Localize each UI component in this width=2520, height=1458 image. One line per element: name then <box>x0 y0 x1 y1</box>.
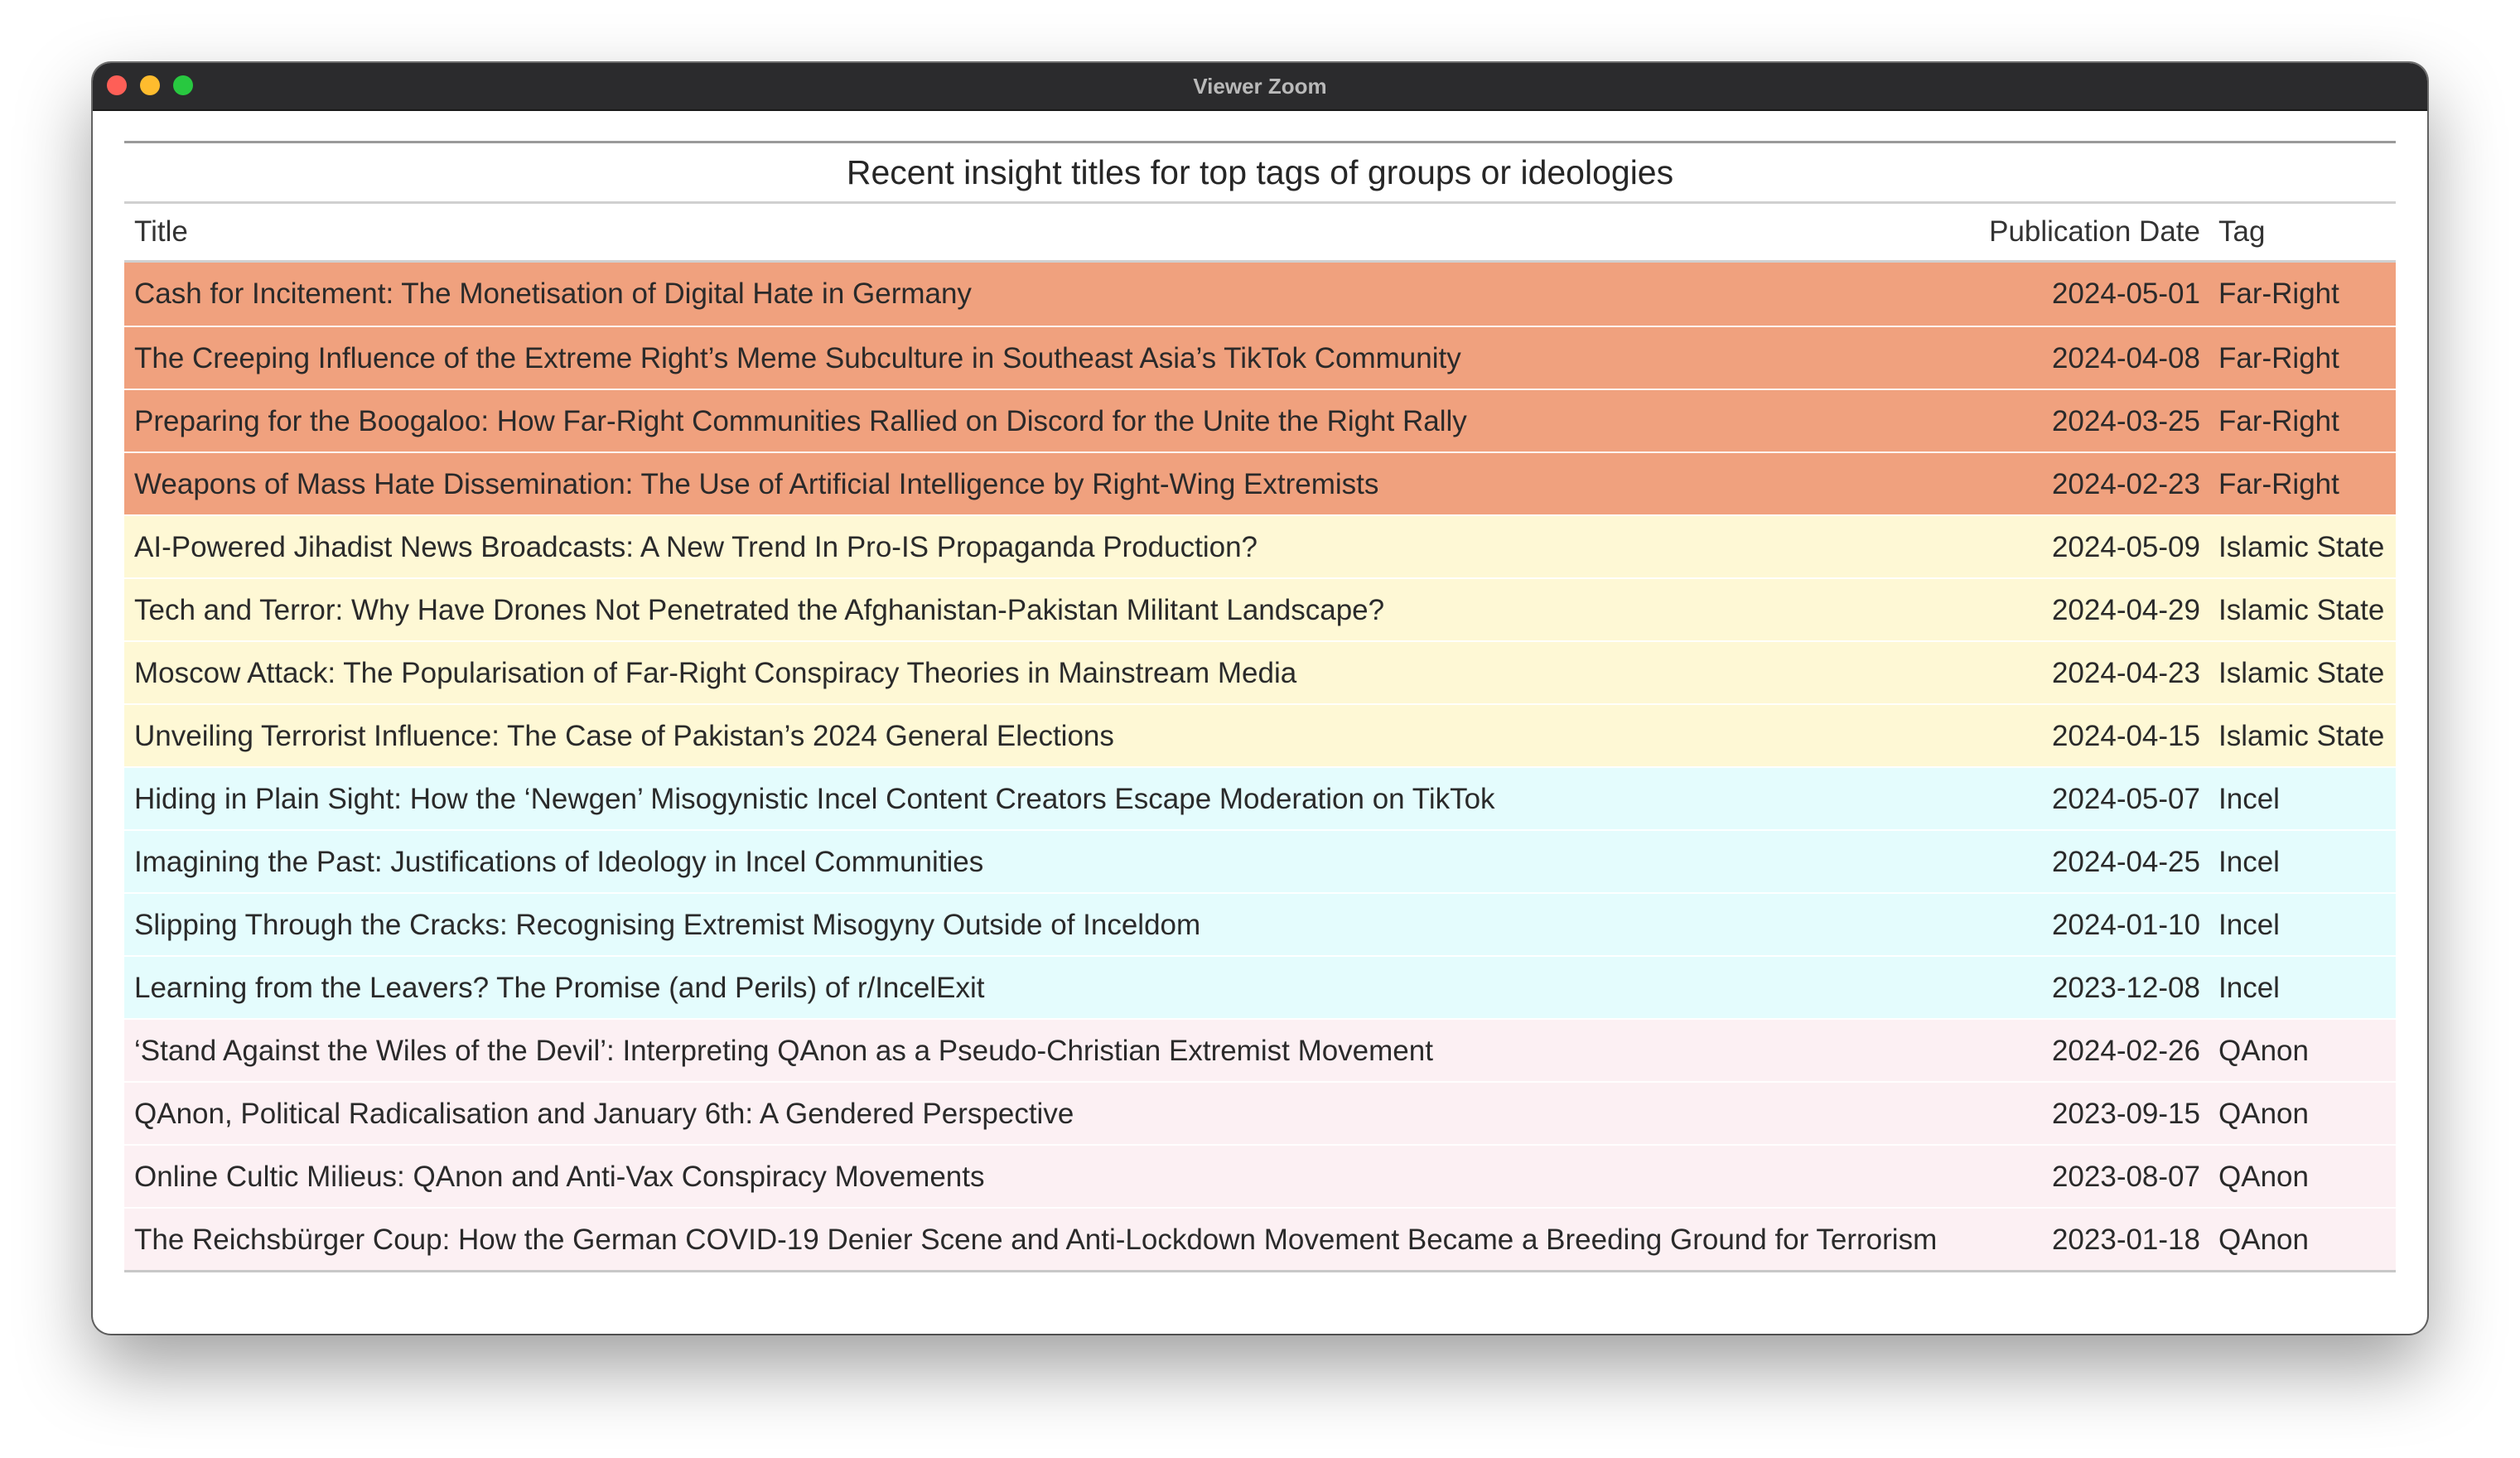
table-row: Weapons of Mass Hate Dissemination: The … <box>124 451 2396 514</box>
table-row: The Creeping Influence of the Extreme Ri… <box>124 326 2396 389</box>
row-title-cell: Slipping Through the Cracks: Recognising… <box>134 909 1201 941</box>
table-row: AI-Powered Jihadist News Broadcasts: A N… <box>124 514 2396 577</box>
row-title-cell: Imagining the Past: Justifications of Id… <box>134 846 984 878</box>
window-title: Viewer Zoom <box>1193 74 1327 99</box>
row-tag-cell: Incel <box>2218 846 2280 878</box>
row-date-cell: 2024-01-10 <box>2051 909 2200 941</box>
table-row: Cash for Incitement: The Monetisation of… <box>124 263 2396 326</box>
row-tag-cell: QAnon <box>2218 1224 2309 1256</box>
row-date-cell: 2024-04-29 <box>2051 594 2200 626</box>
row-tag-cell: QAnon <box>2218 1035 2309 1067</box>
row-title-cell: Unveiling Terrorist Influence: The Case … <box>134 720 1114 752</box>
row-tag-cell: QAnon <box>2218 1161 2309 1193</box>
table-row: Tech and Terror: Why Have Drones Not Pen… <box>124 577 2396 640</box>
row-title-cell: Online Cultic Milieus: QAnon and Anti-Va… <box>134 1161 985 1193</box>
row-tag-cell: Far-Right <box>2218 405 2339 437</box>
title-bar[interactable]: Viewer Zoom <box>93 63 2427 111</box>
row-tag-cell: Islamic State <box>2218 720 2385 752</box>
row-title-cell: Tech and Terror: Why Have Drones Not Pen… <box>134 594 1385 626</box>
row-date-cell: 2023-12-08 <box>2051 972 2200 1004</box>
table-container: Recent insight titles for top tags of gr… <box>124 141 2396 1272</box>
minimize-window-button[interactable] <box>140 75 160 95</box>
row-date-cell: 2024-05-01 <box>2051 278 2200 310</box>
row-date-cell: 2023-09-15 <box>2051 1098 2200 1130</box>
table-row: ‘Stand Against the Wiles of the Devil’: … <box>124 1018 2396 1081</box>
row-tag-cell: Islamic State <box>2218 531 2385 563</box>
table-row: Slipping Through the Cracks: Recognising… <box>124 892 2396 955</box>
row-title-cell: Cash for Incitement: The Monetisation of… <box>134 278 972 310</box>
table-row: Moscow Attack: The Popularisation of Far… <box>124 640 2396 703</box>
row-date-cell: 2024-05-07 <box>2051 783 2200 815</box>
row-date-cell: 2023-01-18 <box>2051 1224 2200 1256</box>
table-row: Online Cultic Milieus: QAnon and Anti-Va… <box>124 1144 2396 1207</box>
row-date-cell: 2023-08-07 <box>2051 1161 2200 1193</box>
row-tag-cell: QAnon <box>2218 1098 2309 1130</box>
row-tag-cell: Far-Right <box>2218 468 2339 500</box>
column-header-date: Publication Date <box>1989 215 2200 248</box>
column-header-title: Title <box>134 215 188 248</box>
row-title-cell: Hiding in Plain Sight: How the ‘Newgen’ … <box>134 783 1495 815</box>
table-caption: Recent insight titles for top tags of gr… <box>124 143 2396 204</box>
row-title-cell: ‘Stand Against the Wiles of the Devil’: … <box>134 1035 1433 1067</box>
row-date-cell: 2024-02-26 <box>2051 1035 2200 1067</box>
table-row: Learning from the Leavers? The Promise (… <box>124 955 2396 1018</box>
row-title-cell: Moscow Attack: The Popularisation of Far… <box>134 657 1297 689</box>
table-header-row: Title Publication Date Tag <box>124 204 2396 263</box>
row-title-cell: Learning from the Leavers? The Promise (… <box>134 972 985 1004</box>
row-title-cell: The Reichsbürger Coup: How the German CO… <box>134 1224 1938 1256</box>
table-row: The Reichsbürger Coup: How the German CO… <box>124 1207 2396 1270</box>
table-row: Hiding in Plain Sight: How the ‘Newgen’ … <box>124 766 2396 829</box>
row-date-cell: 2024-03-25 <box>2051 405 2200 437</box>
row-title-cell: QAnon, Political Radicalisation and Janu… <box>134 1098 1074 1130</box>
table-row: QAnon, Political Radicalisation and Janu… <box>124 1081 2396 1144</box>
row-tag-cell: Incel <box>2218 909 2280 941</box>
row-date-cell: 2024-04-15 <box>2051 720 2200 752</box>
close-window-button[interactable] <box>107 75 127 95</box>
row-tag-cell: Islamic State <box>2218 594 2385 626</box>
row-date-cell: 2024-04-23 <box>2051 657 2200 689</box>
row-date-cell: 2024-02-23 <box>2051 468 2200 500</box>
row-tag-cell: Far-Right <box>2218 342 2339 374</box>
table-bottom-rule <box>124 1270 2396 1272</box>
row-tag-cell: Incel <box>2218 972 2280 1004</box>
table-row: Unveiling Terrorist Influence: The Case … <box>124 703 2396 766</box>
row-date-cell: 2024-04-08 <box>2051 342 2200 374</box>
table-row: Imagining the Past: Justifications of Id… <box>124 829 2396 892</box>
row-title-cell: Preparing for the Boogaloo: How Far-Righ… <box>134 405 1467 437</box>
row-tag-cell: Incel <box>2218 783 2280 815</box>
zoom-window-button[interactable] <box>173 75 193 95</box>
viewer-window: Viewer Zoom Recent insight titles for to… <box>93 63 2427 1334</box>
column-header-tag: Tag <box>2218 215 2266 248</box>
table-row: Preparing for the Boogaloo: How Far-Righ… <box>124 389 2396 451</box>
row-date-cell: 2024-04-25 <box>2051 846 2200 878</box>
row-tag-cell: Islamic State <box>2218 657 2385 689</box>
table-top-rule <box>124 141 2396 143</box>
table-body: Cash for Incitement: The Monetisation of… <box>124 263 2396 1270</box>
row-date-cell: 2024-05-09 <box>2051 531 2200 563</box>
row-title-cell: AI-Powered Jihadist News Broadcasts: A N… <box>134 531 1258 563</box>
row-tag-cell: Far-Right <box>2218 278 2339 310</box>
row-title-cell: Weapons of Mass Hate Dissemination: The … <box>134 468 1379 500</box>
row-title-cell: The Creeping Influence of the Extreme Ri… <box>134 342 1461 374</box>
